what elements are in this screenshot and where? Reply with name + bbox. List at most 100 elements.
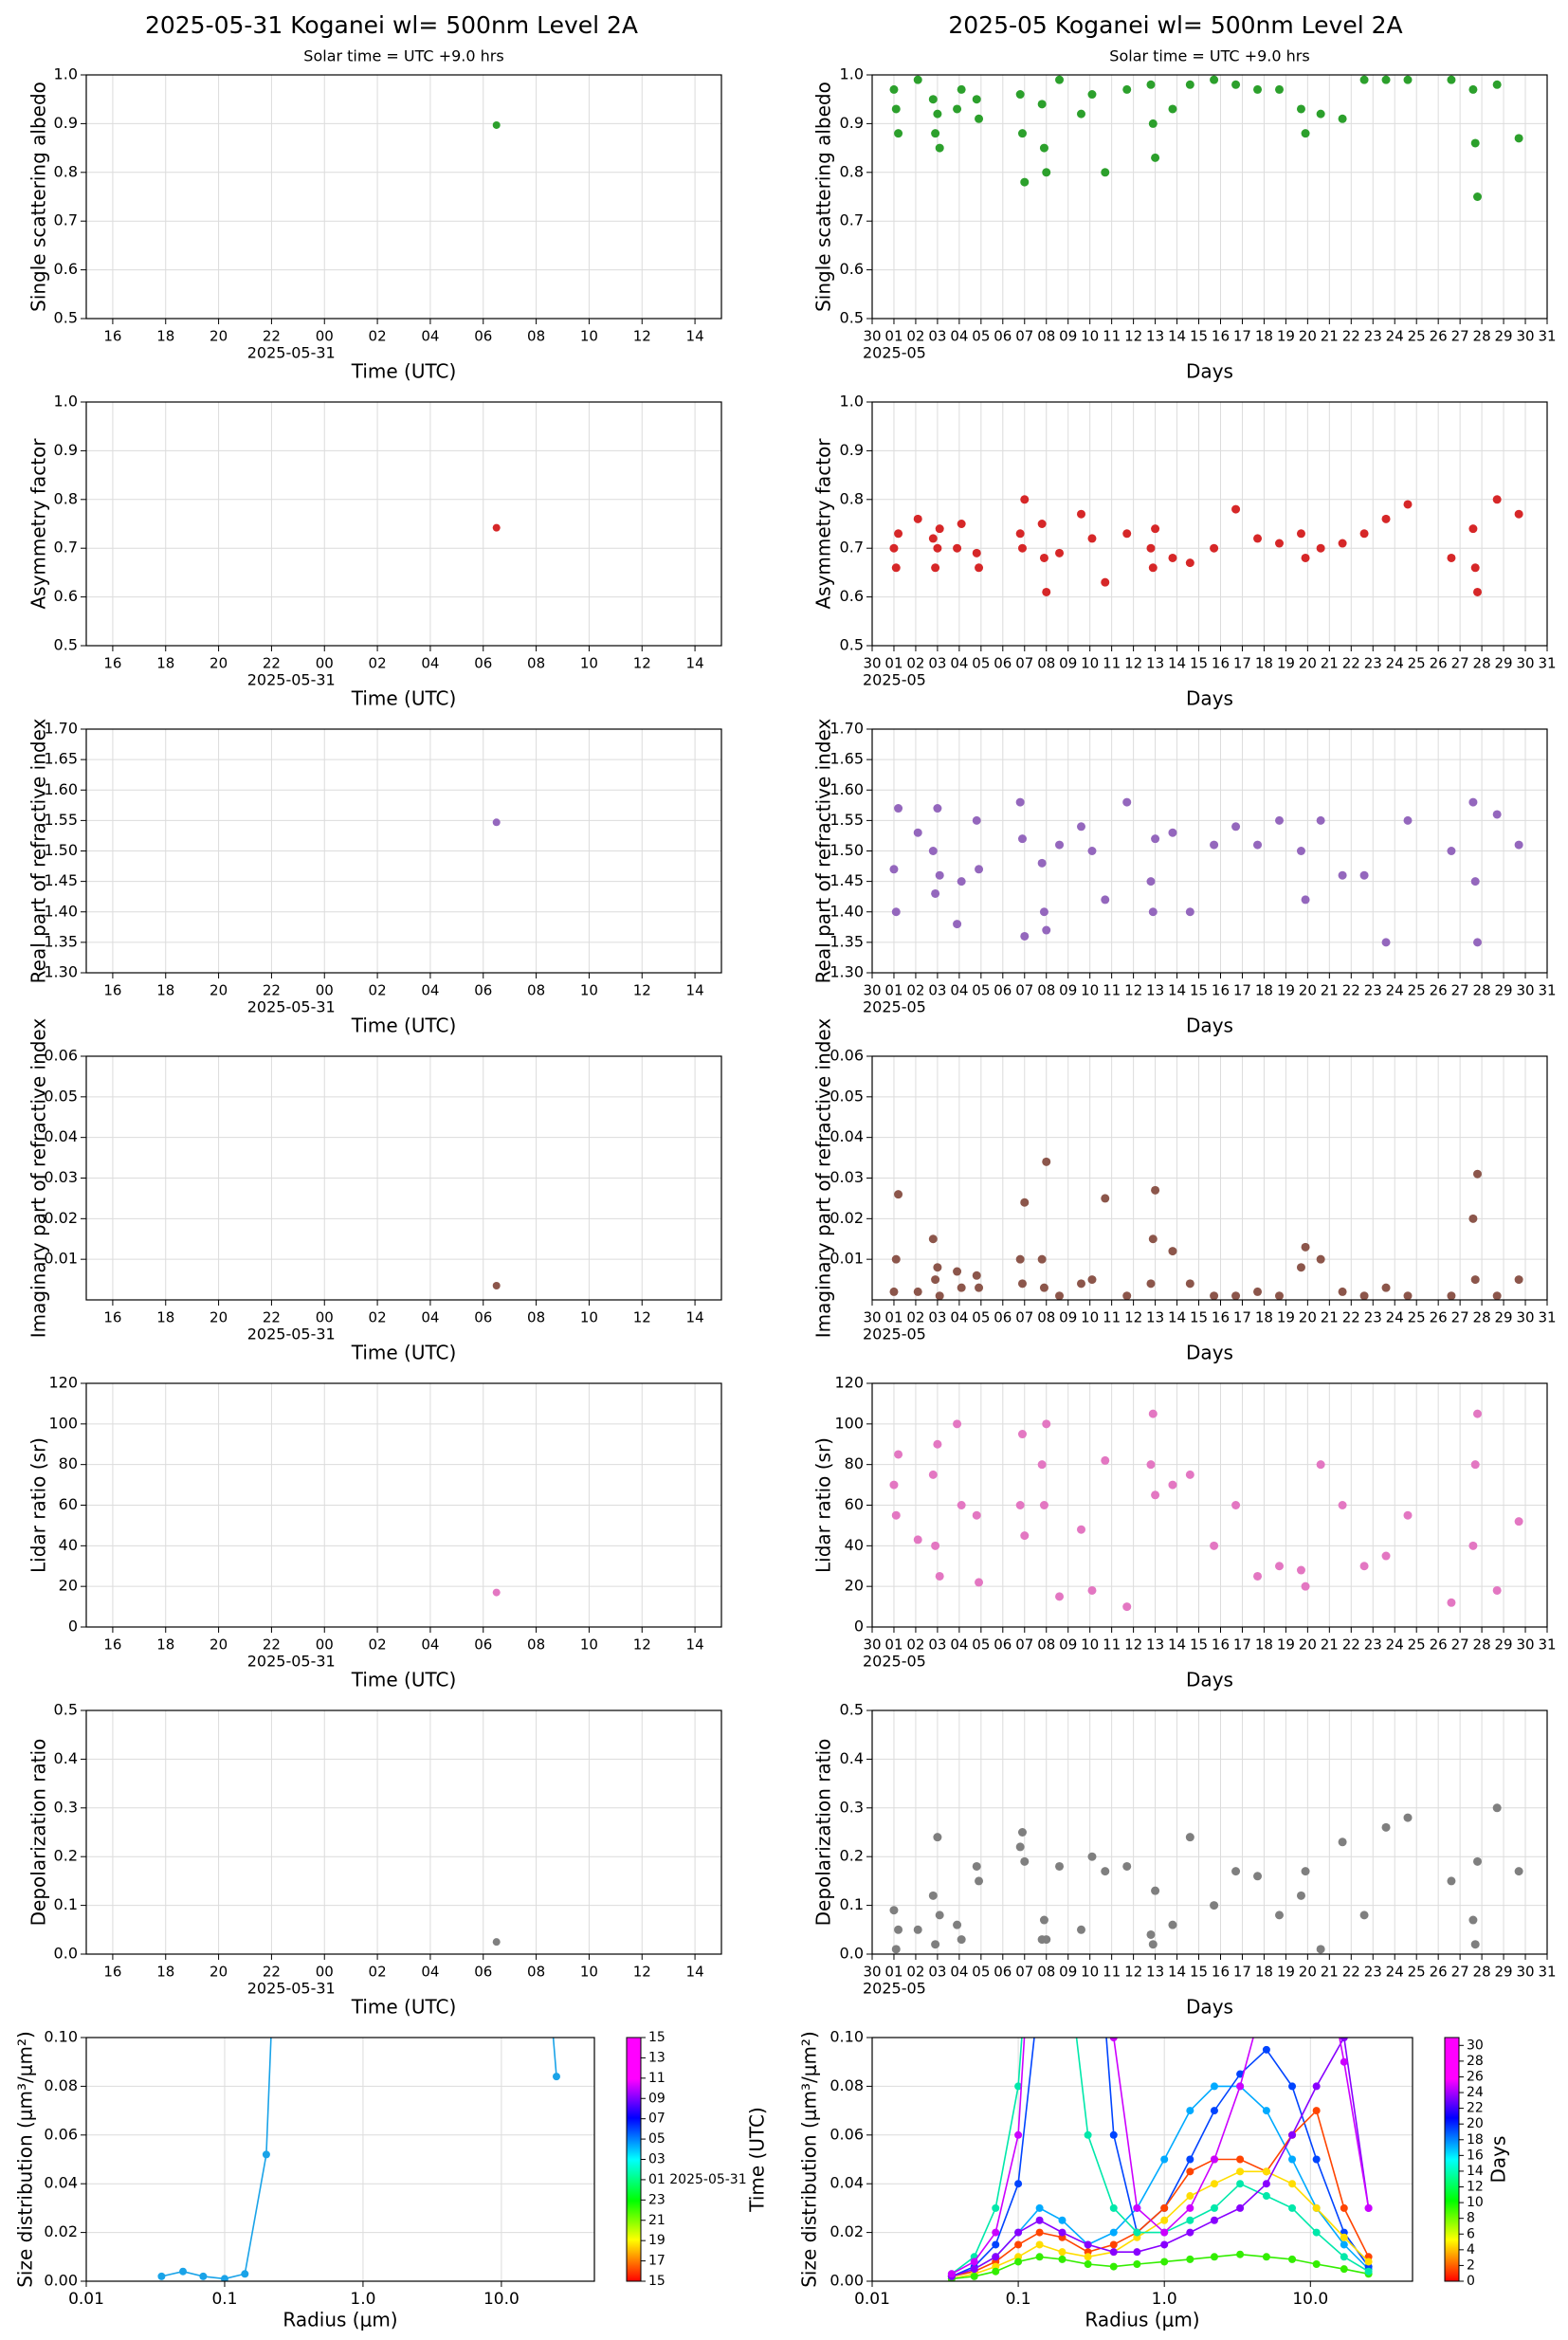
date-label: 2025-05 <box>863 344 926 362</box>
point <box>1447 1876 1456 1886</box>
y-tick-label: 1.30 <box>830 963 864 981</box>
panel: 16 18 20 22 00 02 04 06 08 10 12 14 0.5 0.6 0.7 0.8 0.9 1… <box>27 11 722 383</box>
panel: 16 18 20 22 00 02 04 06 08 10 12 14 0.0 0.1 0.2 0.3 0.4 0… <box>27 1701 722 2019</box>
colorbar-tick-label: 03 <box>648 2152 665 2167</box>
size-point <box>1133 2228 1141 2237</box>
x-tick-label: 16 <box>1212 982 1230 999</box>
y-tick-label: 120 <box>48 1374 78 1392</box>
colorbar-tick-label: 30 <box>1467 2038 1484 2053</box>
x-tick-label: 20 <box>1299 982 1317 999</box>
x-axis-label: Time (UTC) <box>351 1015 457 1037</box>
x-tick-label: 05 <box>972 1636 990 1654</box>
x-tick-label: 18 <box>156 1309 174 1326</box>
y-tick-label: 60 <box>845 1495 864 1513</box>
size-point <box>1160 2216 1169 2224</box>
point <box>1148 1234 1158 1244</box>
x-tick-label: 10 <box>580 1636 598 1654</box>
y-tick-label: 1.35 <box>44 932 78 950</box>
size-point <box>1236 2155 1245 2164</box>
y-tick-label: 1.40 <box>44 902 78 920</box>
x-tick-label: 06 <box>474 328 492 345</box>
panel: 30 01 02 03 04 05 06 07 08 09 10 11 12 13 14 15 16 17 18 19… <box>812 718 1557 1036</box>
x-tick-label: 23 <box>1364 1964 1382 1981</box>
point <box>972 815 981 825</box>
size-point <box>1236 2250 1245 2258</box>
point <box>891 907 901 917</box>
y-tick-label: 0.02 <box>44 1209 78 1227</box>
x-tick-label: 10 <box>1081 982 1099 999</box>
point <box>1101 168 1110 177</box>
size-point <box>552 2073 560 2081</box>
colorbar-tick-label: 15 <box>648 2030 665 2045</box>
point <box>1015 1842 1025 1852</box>
y-tick-label: 0.04 <box>44 2174 78 2192</box>
y-tick-label: 60 <box>59 1495 78 1513</box>
colorbar-tick-label: 09 <box>648 2091 665 2106</box>
y-tick-label: 0.5 <box>54 1701 78 1719</box>
x-tick-label: 16 <box>103 982 121 999</box>
x-tick-label: 23 <box>1364 328 1382 345</box>
x-tick-label: 10 <box>580 1309 598 1326</box>
point <box>972 1271 981 1280</box>
size-point <box>1035 2216 1044 2224</box>
point <box>1274 1910 1284 1920</box>
date-label: 2025-05-31 <box>247 671 336 689</box>
point <box>913 1925 922 1934</box>
point <box>1447 1598 1456 1607</box>
x-tick-label: 04 <box>950 982 968 999</box>
point <box>1101 1194 1110 1203</box>
size-line <box>951 2170 1370 2280</box>
x-tick-label: 22 <box>1342 655 1360 672</box>
point <box>1274 1291 1284 1300</box>
size-point <box>1036 1985 1044 1993</box>
x-tick-label: 04 <box>950 655 968 672</box>
x-tick-label: 12 <box>633 1309 651 1326</box>
x-tick-label: 1.0 <box>350 2290 375 2309</box>
x-tick-label: 27 <box>1451 982 1469 999</box>
colorbar-tick-label: 24 <box>1467 2085 1484 2100</box>
point <box>931 1275 940 1285</box>
x-tick-label: 18 <box>156 1964 174 1981</box>
data-layer <box>889 1803 1523 1954</box>
x-tick-label: 12 <box>633 655 651 672</box>
x-tick-label: 16 <box>1212 1636 1230 1654</box>
point <box>894 129 903 138</box>
point <box>1020 495 1030 504</box>
point <box>1231 822 1241 832</box>
y-tick-label: 0.08 <box>44 2076 78 2094</box>
size-point <box>1035 2253 1044 2261</box>
point <box>931 129 940 138</box>
x-tick-label: 02 <box>369 1964 387 1981</box>
colorbar-tick-label: 07 <box>648 2111 665 2127</box>
size-point <box>1035 2203 1044 2212</box>
size-point <box>992 2267 1000 2276</box>
x-tick-label: 19 <box>1277 1636 1295 1654</box>
point <box>933 1263 942 1272</box>
x-tick-label: 26 <box>1430 982 1448 999</box>
x-tick-label: 30 <box>1516 655 1534 672</box>
x-tick-label: 01 <box>884 1309 903 1326</box>
size-point <box>1340 2253 1348 2261</box>
y-axis-label: Real part of refractive index <box>27 718 50 983</box>
y-tick-label: 0.04 <box>830 1127 864 1145</box>
point <box>1253 1287 1263 1296</box>
x-tick-label: 30 <box>863 1964 881 1981</box>
panel: 30 01 02 03 04 05 06 07 08 09 10 11 12 13 14 15 16 17 18 19… <box>812 1374 1557 1691</box>
x-tick-label: 17 <box>1233 1964 1251 1981</box>
point <box>953 1267 962 1276</box>
data-layer <box>889 797 1523 947</box>
point <box>928 95 938 104</box>
x-tick-label: 08 <box>1037 655 1055 672</box>
size-point <box>1210 2155 1218 2164</box>
size-point <box>1133 2203 1141 2212</box>
point <box>1447 75 1456 84</box>
x-tick-label: 07 <box>1015 655 1033 672</box>
point <box>1076 1925 1085 1934</box>
panel: 16 18 20 22 00 02 04 06 08 10 12 14 0.5 0.6 0.7 0.8 0.9 1… <box>27 393 722 710</box>
size-point <box>1236 2180 1245 2188</box>
plot-frame <box>871 1709 1548 1955</box>
x-tick-label: 29 <box>1495 328 1513 345</box>
x-tick-label: 14 <box>686 1636 704 1654</box>
point <box>1122 1602 1132 1612</box>
x-tick-label: 16 <box>103 655 121 672</box>
